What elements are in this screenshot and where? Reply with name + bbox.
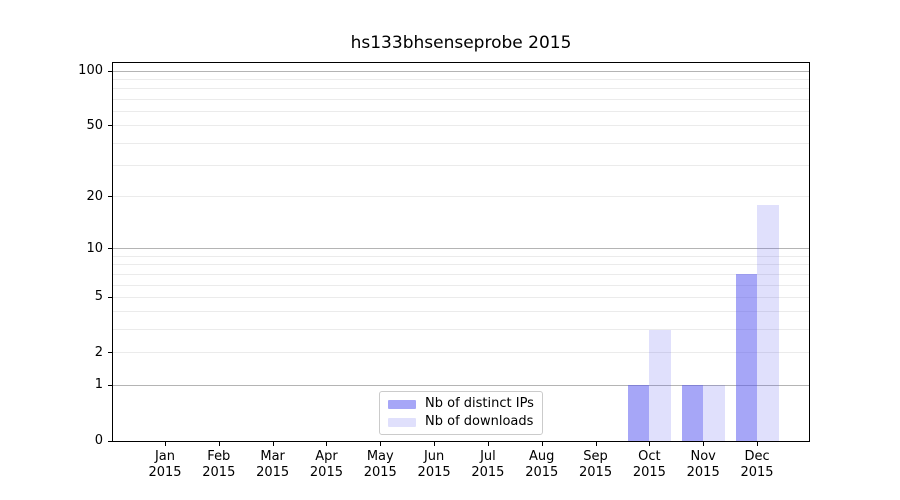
y-tick-label-50: 50	[86, 117, 103, 133]
y-tick-100	[108, 70, 112, 72]
x-label-month: May	[366, 449, 394, 464]
bar-ips-oct	[627, 385, 650, 441]
x-tick-label-jun: Jun 2015	[406, 449, 462, 481]
bar-downloads-nov	[703, 385, 725, 441]
x-label-year: 2015	[417, 465, 451, 480]
y-tick-1	[108, 384, 112, 386]
y-tick-label-1: 1	[94, 377, 103, 393]
bar-ips-nov	[681, 385, 704, 441]
x-label-month: Mar	[260, 449, 285, 464]
legend-swatch-downloads	[388, 417, 416, 427]
x-tick-label-oct: Oct 2015	[621, 449, 677, 481]
x-tick-label-dec: Dec 2015	[729, 449, 785, 481]
x-label-year: 2015	[525, 465, 559, 480]
y-tick-label-10: 10	[86, 240, 103, 256]
gridline-y-10	[113, 248, 809, 250]
x-tick-dec	[757, 442, 759, 446]
bar-downloads-dec	[757, 204, 779, 441]
x-label-month: Apr	[315, 449, 338, 464]
legend-label-downloads: Nb of downloads	[425, 414, 534, 429]
x-tick-feb	[218, 442, 220, 446]
x-tick-jan	[165, 442, 166, 446]
chart-title: hs133bhsenseprobe 2015	[350, 33, 572, 53]
x-label-month: Jul	[480, 449, 496, 464]
y-tick-50	[108, 125, 112, 127]
x-tick-oct	[649, 442, 651, 446]
legend-swatch-distinct-ips	[388, 399, 416, 409]
bar-ips-dec	[735, 274, 758, 441]
bar-downloads-oct	[649, 329, 671, 441]
y-tick-2	[108, 352, 112, 354]
x-label-month: Nov	[690, 449, 716, 464]
legend-label-distinct-ips: Nb of distinct IPs	[425, 396, 534, 411]
x-label-year: 2015	[148, 465, 182, 480]
gridline-y-1	[113, 384, 809, 386]
x-label-year: 2015	[471, 465, 505, 480]
x-tick-apr	[326, 442, 328, 446]
x-label-month: Dec	[744, 449, 770, 464]
x-label-month: Jan	[154, 449, 176, 464]
gridline-y-20	[113, 196, 809, 198]
gridline-y-6	[113, 284, 809, 286]
x-tick-nov	[703, 442, 705, 446]
legend-item-downloads: Nb of downloads	[388, 414, 534, 430]
legend: Nb of distinct IPs Nb of downloads	[379, 391, 543, 435]
gridline-y-70	[113, 98, 809, 100]
gridline-y-100	[113, 70, 809, 72]
y-tick-label-2: 2	[94, 344, 103, 360]
x-label-year: 2015	[202, 465, 236, 480]
x-label-year: 2015	[740, 465, 774, 480]
x-label-year: 2015	[256, 465, 290, 480]
gridline-y-9	[113, 255, 809, 257]
gridline-y-80	[113, 88, 809, 90]
gridline-y-2	[113, 352, 809, 354]
gridline-y-40	[113, 142, 809, 144]
x-tick-mar	[272, 442, 274, 446]
y-tick-5	[108, 296, 112, 298]
x-tick-label-apr: Apr 2015	[298, 449, 354, 481]
x-tick-label-jul: Jul 2015	[460, 449, 516, 481]
gridline-y-30	[113, 165, 809, 167]
x-label-year: 2015	[632, 465, 666, 480]
gridline-y-8	[113, 264, 809, 266]
gridline-y-3	[113, 329, 809, 331]
x-tick-jul	[487, 442, 489, 446]
y-tick-20	[108, 196, 112, 198]
x-tick-label-jan: Jan 2015	[137, 449, 193, 481]
gridline-y-50	[113, 125, 809, 127]
y-tick-label-5: 5	[94, 289, 103, 305]
x-tick-aug	[541, 442, 543, 446]
gridline-y-4	[113, 311, 809, 313]
gridline-y-7	[113, 273, 809, 275]
y-tick-label-0: 0	[94, 433, 103, 448]
y-tick-label-20: 20	[86, 188, 103, 204]
x-label-year: 2015	[686, 465, 720, 480]
x-label-month: Jun	[423, 449, 445, 464]
x-tick-label-mar: Mar 2015	[245, 449, 301, 481]
y-tick-10	[108, 248, 112, 250]
y-tick-label-100: 100	[78, 63, 103, 78]
x-label-year: 2015	[309, 465, 343, 480]
x-label-month: Feb	[207, 449, 231, 464]
x-label-month: Sep	[583, 449, 608, 464]
x-tick-label-may: May 2015	[352, 449, 408, 481]
x-label-month: Oct	[638, 449, 661, 464]
legend-item-distinct-ips: Nb of distinct IPs	[388, 396, 534, 412]
gridline-y-60	[113, 110, 809, 112]
x-label-year: 2015	[579, 465, 613, 480]
gridline-y-5	[113, 296, 809, 298]
y-tick-0	[108, 440, 112, 442]
x-tick-label-sep: Sep 2015	[568, 449, 624, 481]
x-tick-label-aug: Aug 2015	[514, 449, 570, 481]
x-tick-sep	[595, 442, 597, 446]
x-tick-label-nov: Nov 2015	[675, 449, 731, 481]
gridline-y-90	[113, 78, 809, 80]
x-label-year: 2015	[363, 465, 397, 480]
x-tick-label-feb: Feb 2015	[191, 449, 247, 481]
x-tick-jun	[434, 442, 436, 446]
x-label-month: Aug	[529, 449, 555, 464]
plot-area: 100 50 20 10 5 2 1 0 Jan 2015 Feb 2015 Mar 2015 Apr 201…	[78, 62, 810, 480]
x-tick-may	[380, 442, 382, 446]
